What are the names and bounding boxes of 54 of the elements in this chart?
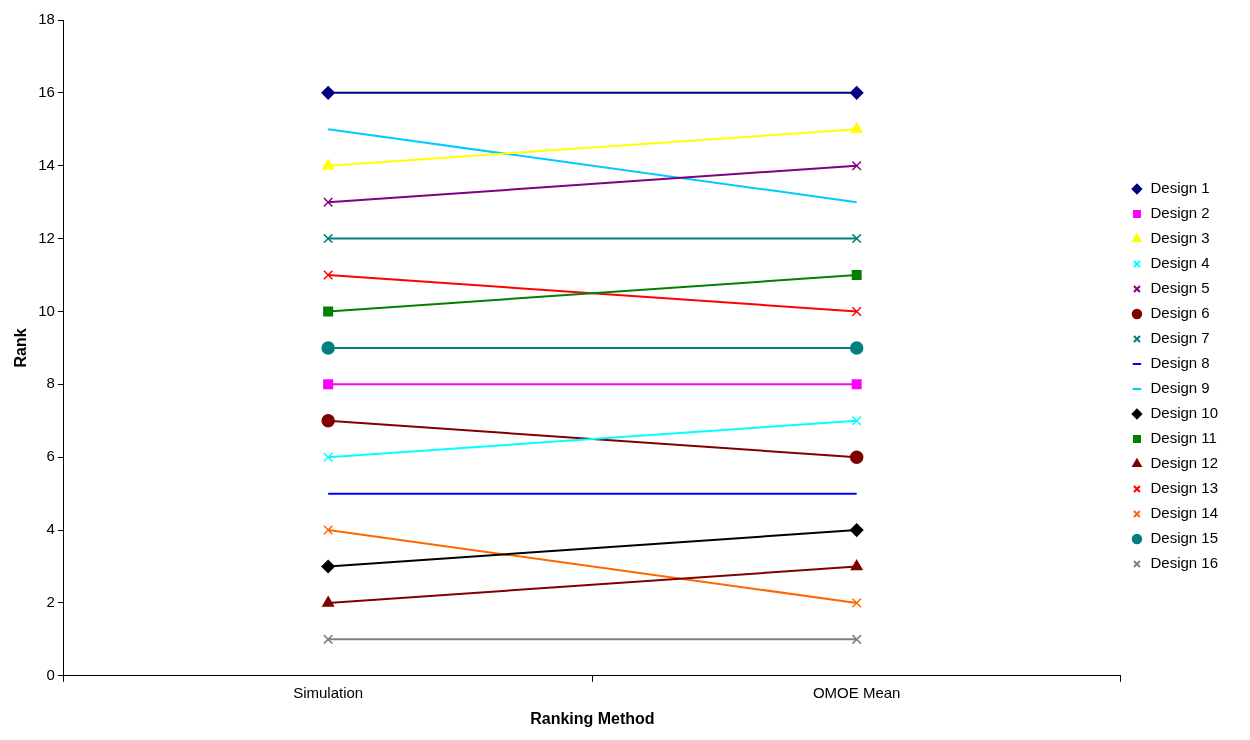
point bbox=[323, 233, 334, 244]
point bbox=[321, 86, 335, 100]
point bbox=[321, 414, 335, 428]
point bbox=[849, 450, 864, 464]
legend-label: Design 2 bbox=[1150, 204, 1210, 222]
x-tick-label: OMOE Mean bbox=[812, 683, 901, 701]
point bbox=[849, 523, 864, 537]
point bbox=[323, 306, 334, 317]
point bbox=[323, 525, 334, 536]
y-tick-label: 0 bbox=[46, 665, 55, 683]
point bbox=[851, 379, 862, 390]
legend-label: Design 11 bbox=[1150, 429, 1217, 447]
point bbox=[323, 452, 334, 463]
x-tick-label: Simulation bbox=[293, 683, 364, 701]
y-tick-label: 6 bbox=[46, 447, 55, 465]
y-tick-label: 8 bbox=[46, 374, 55, 392]
point bbox=[851, 634, 862, 645]
point bbox=[851, 415, 862, 426]
legend-label: Design 7 bbox=[1150, 329, 1210, 347]
point bbox=[323, 270, 334, 281]
legend-label: Design 5 bbox=[1150, 279, 1210, 297]
legend-label: Design 8 bbox=[1150, 354, 1210, 372]
point bbox=[323, 197, 334, 208]
point bbox=[323, 379, 334, 390]
y-tick-label: 4 bbox=[46, 520, 55, 538]
legend-label: Design 16 bbox=[1150, 554, 1218, 572]
point bbox=[321, 559, 335, 574]
legend-label: Design 6 bbox=[1150, 304, 1210, 322]
legend-label: Design 14 bbox=[1150, 504, 1218, 522]
legend-label: Design 3 bbox=[1150, 229, 1210, 247]
y-tick-label: 18 bbox=[38, 10, 55, 28]
legend-label: Design 10 bbox=[1150, 404, 1218, 422]
y-tick-label: 14 bbox=[38, 155, 55, 173]
y-tick-label: 16 bbox=[38, 83, 55, 101]
point bbox=[851, 233, 862, 244]
legend-label: Design 1 bbox=[1150, 179, 1210, 197]
legend-label: Design 15 bbox=[1150, 529, 1218, 547]
y-tick-label: 12 bbox=[38, 228, 55, 246]
point bbox=[851, 597, 862, 608]
point bbox=[851, 270, 862, 281]
point bbox=[323, 634, 334, 645]
point bbox=[849, 86, 864, 100]
x-axis-title: Ranking Method bbox=[530, 709, 655, 727]
legend-label: Design 4 bbox=[1150, 254, 1210, 272]
point bbox=[849, 341, 864, 355]
y-tick-label: 2 bbox=[46, 593, 55, 611]
legend-label: Design 9 bbox=[1150, 379, 1210, 397]
legend-label: Design 12 bbox=[1150, 454, 1218, 472]
point bbox=[851, 306, 862, 317]
y-tick-label: 10 bbox=[38, 301, 55, 319]
y-axis-title: Rank bbox=[12, 328, 30, 368]
point bbox=[321, 341, 335, 355]
point bbox=[851, 160, 862, 171]
legend-label: Design 13 bbox=[1150, 479, 1218, 497]
